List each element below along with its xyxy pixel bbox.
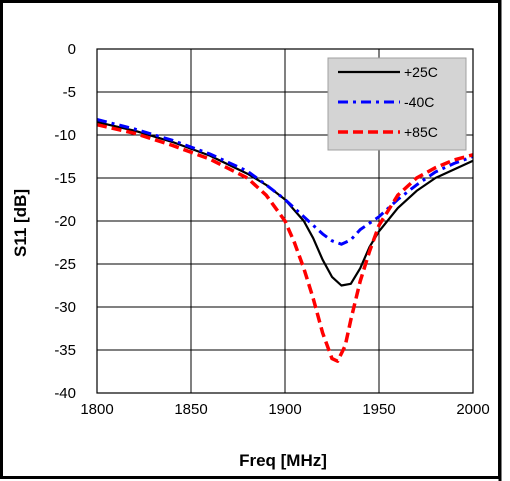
- x-tick-label: 1900: [268, 401, 301, 418]
- y-tick-label: -10: [54, 127, 76, 144]
- plot-border: [96, 48, 474, 394]
- y-tick-label: -40: [54, 385, 76, 402]
- y-tick-label: -25: [54, 256, 76, 273]
- series-line-1: [96, 118, 474, 246]
- x-tick-label: 1800: [80, 401, 113, 418]
- series-line-2: [96, 122, 474, 363]
- series-line-0: [96, 121, 474, 287]
- x-tick-label: 2000: [456, 401, 489, 418]
- x-tick-label: 1950: [362, 401, 395, 418]
- y-axis-label: S11 [dB]: [11, 189, 30, 257]
- x-tick-label: 1850: [174, 401, 207, 418]
- y-tick-label: 0: [68, 41, 76, 58]
- legend-label-2: +85C: [404, 124, 438, 140]
- tick-labels: 1800 1850 1900 1950 2000 0 -5 -10 -15 -20 -25 -30 -3…: [54, 41, 489, 418]
- y-tick-label: -35: [54, 342, 76, 359]
- x-axis-label: Freq [MHz]: [239, 451, 327, 470]
- y-tick-label: -5: [63, 84, 76, 101]
- legend-label-0: +25C: [404, 64, 438, 80]
- axes: [96, 48, 474, 394]
- series-lines: [96, 118, 474, 363]
- legend-box: [327, 57, 467, 151]
- y-tick-label: -15: [54, 170, 76, 187]
- legend-label-1: -40C: [404, 94, 434, 110]
- legend: +25C -40C +85C: [327, 57, 467, 151]
- y-tick-label: -30: [54, 299, 76, 316]
- y-tick-label: -20: [54, 213, 76, 230]
